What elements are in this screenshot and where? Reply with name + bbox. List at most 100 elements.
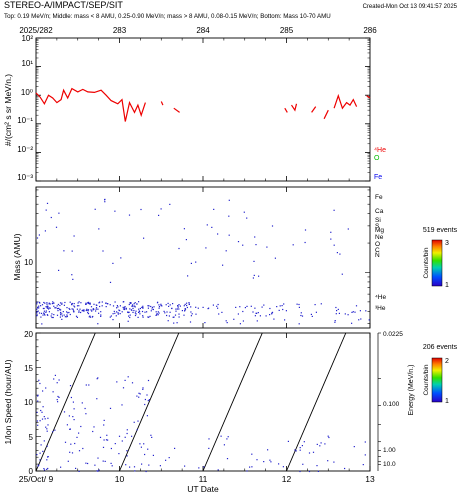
mass-point	[211, 226, 213, 228]
mass-point	[86, 309, 88, 311]
ion-speed-point	[303, 441, 305, 443]
mass-point	[78, 310, 80, 312]
species-s: S	[375, 223, 380, 230]
ion-speed-point	[327, 435, 329, 437]
mass-point	[212, 304, 214, 306]
mass-point	[187, 275, 189, 277]
mass-point	[46, 314, 48, 316]
mass-point	[85, 303, 87, 305]
ion-speed-point	[110, 462, 112, 464]
mass-point	[38, 307, 40, 309]
mass-point	[57, 303, 59, 306]
mass-point	[118, 309, 120, 311]
mass-point	[153, 306, 155, 308]
mass-point	[344, 313, 346, 315]
mass-point	[166, 311, 168, 313]
mass-point	[134, 302, 136, 304]
mass-point	[155, 311, 157, 313]
mass-point	[197, 307, 199, 309]
ion-speed-point	[287, 440, 289, 442]
ion-speed-point	[53, 378, 55, 380]
ion-speed-point	[122, 387, 125, 389]
ion-speed-point	[328, 436, 330, 439]
mass-point	[89, 303, 91, 305]
ion-speed-point	[251, 466, 253, 468]
ion-speed-point	[147, 448, 149, 450]
mass-point	[256, 312, 258, 314]
mass-point	[40, 305, 42, 307]
mass-point	[157, 314, 159, 316]
ion-speed-point	[72, 401, 74, 403]
ion-speed-point	[144, 453, 146, 456]
mass-point	[88, 303, 90, 305]
ion-speed-point	[316, 465, 318, 467]
mass-point	[304, 229, 307, 231]
mass-point	[37, 307, 39, 309]
mass-point	[253, 260, 255, 262]
ion-speed-point	[136, 395, 138, 397]
mass-point	[50, 315, 52, 317]
ion-speed-point	[43, 416, 45, 418]
mass-point	[252, 311, 254, 313]
mass-point	[352, 311, 354, 313]
mass-point	[148, 316, 150, 318]
mass-point	[355, 305, 358, 307]
mass-point	[184, 303, 186, 305]
ion-speed-point	[118, 453, 120, 455]
mass-point	[151, 306, 153, 308]
mass-point	[128, 303, 130, 306]
ion-speed-point	[87, 462, 89, 465]
mass-point	[283, 303, 285, 305]
mass-point	[45, 306, 47, 308]
ion-speed-point	[126, 450, 128, 452]
ion-speed-point	[52, 431, 54, 433]
ion-speed-point	[295, 450, 297, 452]
ion-speed-point	[227, 436, 229, 438]
mass-point	[42, 314, 44, 316]
mass-point	[45, 311, 47, 313]
mass-point	[123, 307, 126, 309]
mass-point	[105, 302, 107, 304]
ion-speed-point	[139, 443, 141, 445]
mass-point	[334, 321, 336, 323]
mass-point	[58, 269, 60, 271]
ion-speed-point	[103, 439, 105, 441]
mass-point	[78, 305, 80, 307]
species-c: C	[375, 247, 380, 254]
mass-point	[278, 309, 280, 311]
mass-point	[109, 304, 111, 306]
mass-point	[242, 320, 244, 322]
ion-speed-point	[126, 455, 128, 457]
mass-point	[156, 313, 158, 315]
ion-speed-point	[102, 460, 104, 462]
mass-point	[185, 239, 187, 241]
mass-point	[330, 238, 332, 240]
ion-speed-point	[208, 447, 210, 449]
ion-speed-point	[256, 459, 258, 461]
ion-speed-point	[308, 470, 311, 473]
mass-point	[243, 211, 245, 213]
mass-point	[237, 313, 239, 315]
mass-point	[36, 237, 39, 239]
ion-speed-point	[319, 445, 321, 447]
mass-point	[43, 313, 45, 315]
ion-speed-point	[251, 453, 253, 455]
ion-speed-point	[69, 428, 71, 430]
ion-speed-point	[88, 384, 90, 386]
mass-point	[36, 312, 38, 314]
ion-speed-point	[70, 443, 72, 445]
mass-point	[301, 315, 304, 317]
species-si: Si	[375, 217, 381, 224]
mass-point	[117, 313, 119, 315]
mass-point	[43, 312, 45, 314]
mass-point	[119, 310, 121, 312]
ion-speed-point	[63, 411, 66, 413]
mass-point	[134, 305, 136, 307]
mass-point	[57, 310, 59, 312]
mass-point	[188, 303, 190, 305]
mass-point	[48, 311, 50, 313]
mass-point	[360, 318, 362, 320]
created-timestamp: Created-Mon Oct 13 09:41:57 2025	[363, 4, 458, 10]
mass-point	[178, 308, 180, 310]
mass-point	[177, 305, 179, 307]
